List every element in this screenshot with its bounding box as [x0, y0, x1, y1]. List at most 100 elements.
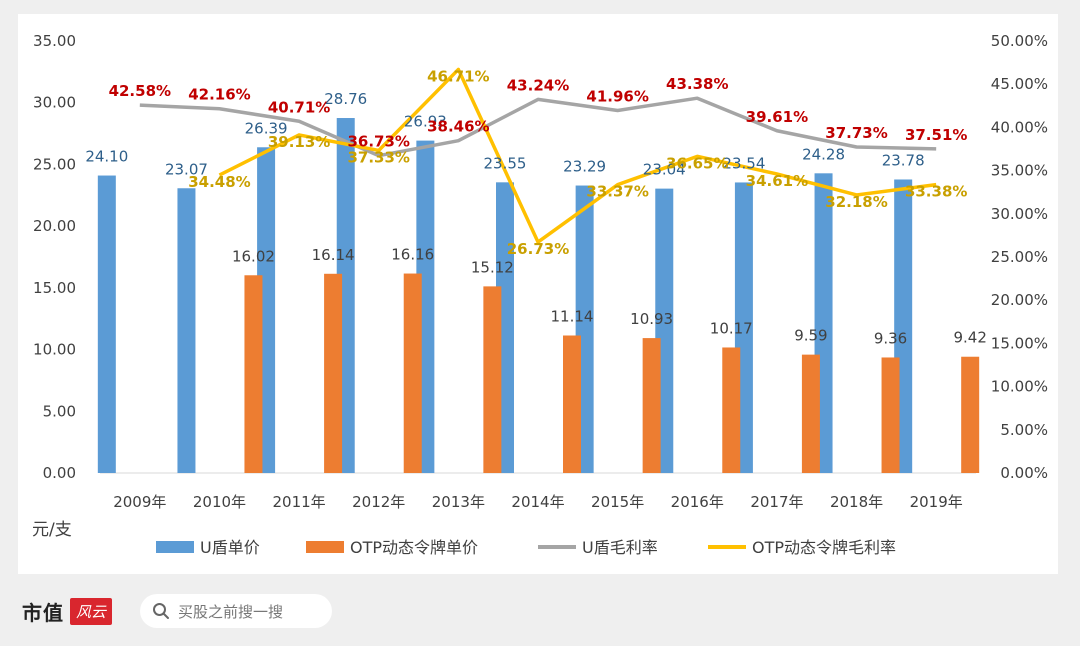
otp-price-label: 10.17 [710, 319, 753, 337]
otp-margin-label: 33.38% [905, 183, 967, 201]
ushield-price-label: 23.78 [882, 151, 925, 169]
legend-label: OTP动态令牌单价 [350, 538, 478, 557]
y-unit-label: 元/支 [32, 520, 72, 540]
legend-label: U盾单价 [200, 538, 260, 557]
chart-card: 0.00 5.00 10.00 15.00 20.00 25.00 30.00 35.00 0.… [18, 14, 1058, 574]
y-right-tick-label: 0.00% [1000, 464, 1048, 482]
line-otp-margin [218, 67, 937, 244]
search-placeholder: 买股之前搜一搜 [178, 602, 284, 621]
otp-margin-label: 36.65% [666, 154, 728, 172]
ushield-margin-label: 40.71% [268, 98, 330, 116]
bar-otp-price [801, 354, 820, 473]
ushield-margin-label: 43.24% [507, 76, 569, 94]
y-right-tick-label: 40.00% [991, 118, 1048, 136]
ushield-margin-label: 42.16% [188, 86, 250, 104]
y-left-tick-label: 5.00 [43, 402, 76, 420]
ushield-margin-label: 37.73% [825, 124, 887, 142]
x-tick-label: 2019年 [910, 493, 963, 511]
y-left-tick-label: 10.00 [33, 341, 76, 359]
y-left-tick-label: 15.00 [33, 279, 76, 297]
x-tick-label: 2012年 [352, 493, 405, 511]
bar-otp-price [244, 275, 263, 473]
y-right-tick-label: 10.00% [991, 378, 1048, 396]
bar-otp-price [403, 273, 422, 473]
ushield-price-label: 26.93 [404, 113, 447, 131]
bar-otp-price [324, 273, 343, 473]
y-right-tick-label: 35.00% [991, 162, 1048, 180]
bar-otp-price [722, 347, 741, 473]
y-left-tick-label: 0.00 [43, 464, 76, 482]
otp-margin-label: 46.71% [427, 67, 489, 85]
bar-otp-price [563, 335, 581, 473]
x-tick-label: 2016年 [671, 493, 724, 511]
legend-label: U盾毛利率 [582, 538, 658, 557]
y-right-tick-label: 30.00% [991, 205, 1048, 223]
x-tick-label: 2015年 [591, 493, 644, 511]
y-left-tick-label: 20.00 [33, 217, 76, 235]
y-right-tick-label: 50.00% [991, 32, 1048, 50]
y-right-tick-label: 5.00% [1000, 421, 1048, 439]
legend-label: OTP动态令牌毛利率 [752, 538, 896, 557]
otp-margin-label: 39.13% [268, 133, 330, 151]
line-ushield-margin [139, 96, 937, 158]
otp-price-label: 9.59 [794, 327, 827, 345]
ushield-price-label: 23.55 [484, 154, 527, 172]
otp-margin-label: 33.37% [586, 183, 648, 201]
bar-otp-price [881, 357, 900, 473]
y-left-tick-label: 30.00 [33, 94, 76, 112]
otp-margin-label: 32.18% [825, 193, 887, 211]
ushield-margin-label: 42.58% [109, 82, 171, 100]
x-tick-label: 2011年 [272, 493, 325, 511]
legend-swatch [306, 541, 344, 553]
ushield-price-label: 26.39 [245, 119, 288, 137]
x-tick-label: 2014年 [511, 493, 564, 511]
footer-bar: 市值 风云 买股之前搜一搜 [0, 580, 1080, 646]
otp-price-label: 10.93 [630, 310, 673, 328]
ushield-price-label: 23.07 [165, 160, 208, 178]
otp-price-label: 16.14 [312, 246, 355, 264]
ushield-price-label: 23.04 [643, 161, 686, 179]
x-tick-label: 2017年 [750, 493, 803, 511]
bar-otp-price [961, 356, 980, 473]
brand-logo[interactable]: 市值 风云 [22, 594, 113, 628]
ushield-margin-label: 37.51% [905, 126, 967, 144]
brand-name: 市值 [22, 600, 64, 625]
brand-badge: 风云 [70, 597, 113, 625]
bar-otp-price [642, 338, 661, 473]
otp-price-label: 9.36 [874, 329, 907, 347]
ushield-price-label: 24.10 [85, 148, 128, 166]
otp-margin-label: 37.33% [347, 148, 409, 166]
ushield-margin-label: 43.38% [666, 75, 728, 93]
y-right-tick-label: 20.00% [991, 291, 1048, 309]
otp-price-label: 16.02 [232, 247, 275, 265]
ushield-price-label: 24.28 [802, 145, 845, 163]
ushield-price-label: 23.54 [722, 154, 765, 172]
y-right-tick-label: 15.00% [991, 334, 1048, 352]
search-input[interactable]: 买股之前搜一搜 [140, 594, 332, 628]
y-right-tick-label: 25.00% [991, 248, 1048, 266]
bar-ushield-price [97, 175, 116, 473]
ushield-margin-label: 39.61% [746, 108, 808, 126]
otp-price-label: 11.14 [551, 308, 594, 326]
y-left-tick-label: 35.00 [33, 32, 76, 50]
ushield-margin-label: 36.73% [347, 133, 409, 151]
x-tick-label: 2010年 [193, 493, 246, 511]
bar-otp-price [483, 286, 502, 473]
y-left-tick-label: 25.00 [33, 155, 76, 173]
ushield-margin-label: 41.96% [586, 87, 648, 105]
search-icon [153, 603, 169, 619]
bar-ushield-price [177, 188, 196, 473]
otp-price-label: 15.12 [471, 258, 514, 276]
x-tick-label: 2009年 [113, 493, 166, 511]
combo-chart: 0.00 5.00 10.00 15.00 20.00 25.00 30.00 35.00 0.… [32, 32, 1048, 557]
x-tick-label: 2018年 [830, 493, 883, 511]
otp-margin-label: 34.48% [188, 173, 250, 191]
ushield-margin-label: 38.46% [427, 118, 489, 136]
x-tick-label: 2013年 [432, 493, 485, 511]
otp-margin-label: 34.61% [746, 172, 808, 190]
ushield-price-label: 23.29 [563, 158, 606, 176]
otp-margin-label: 26.73% [507, 240, 569, 258]
legend-swatch [156, 541, 194, 553]
otp-price-label: 16.16 [391, 246, 434, 264]
ushield-price-label: 28.76 [324, 90, 367, 108]
